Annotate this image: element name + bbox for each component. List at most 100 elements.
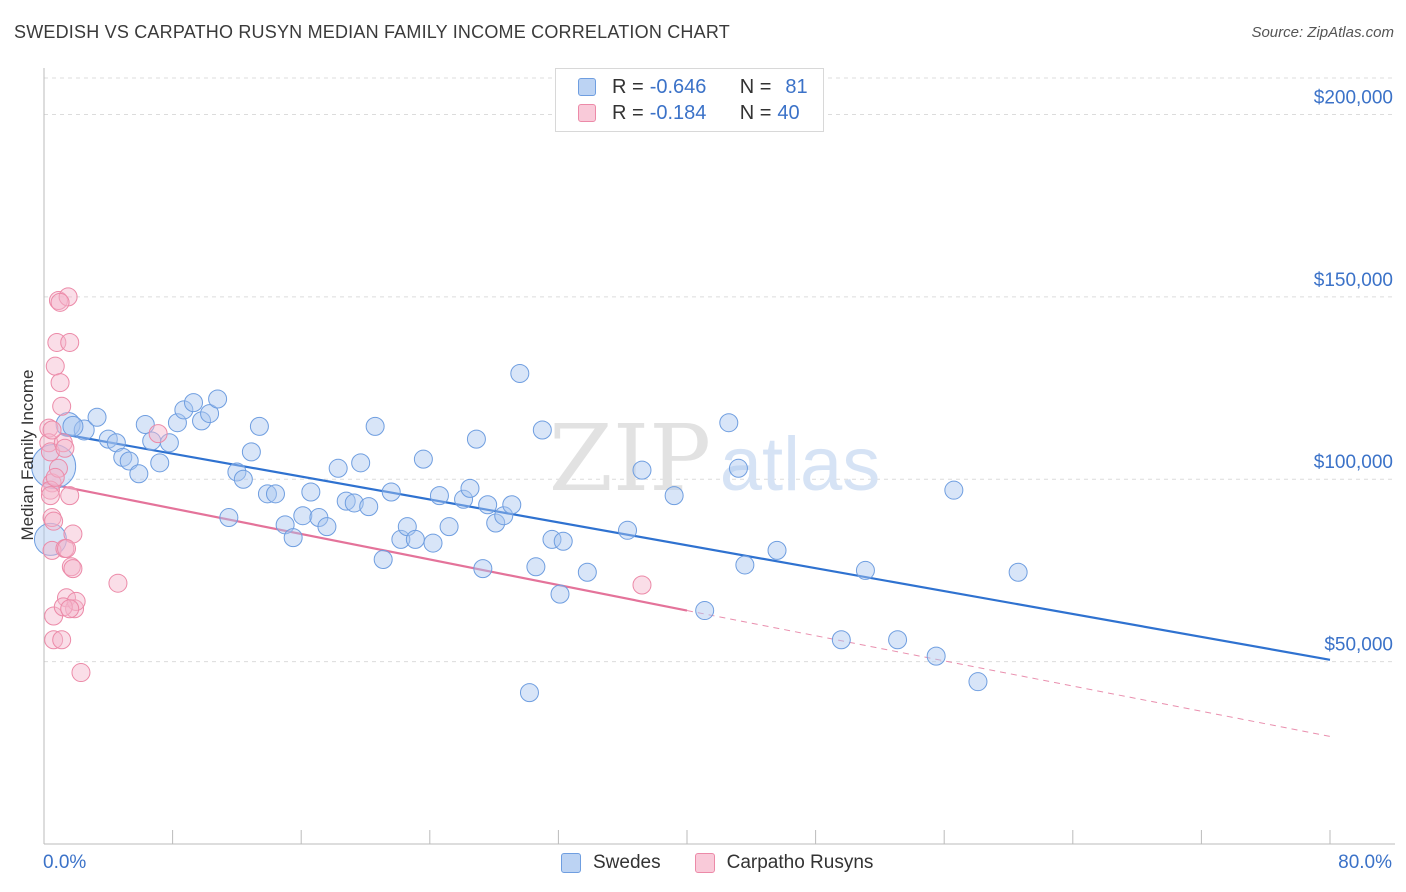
data-points [31,287,1028,703]
carpatho-point [44,511,64,531]
swedes-point [113,447,133,467]
carpatho-point [40,480,60,500]
swedes-point [466,429,486,449]
source-label: Source: ZipAtlas.com [1251,24,1394,41]
correlation-legend: R = -0.646 N = 81 R = -0.184 N = 40 [555,68,824,132]
carpatho-point [44,630,64,650]
swedes-point [494,506,514,526]
swedes-point [317,517,337,537]
series-label-swedes: Swedes [593,852,661,873]
carpatho-point [50,292,70,312]
swedes-point [767,540,787,560]
carpatho-point [50,373,70,393]
swedes-point [241,442,261,462]
grid-lines [44,77,1395,663]
swedes-point [888,630,908,650]
swedes-point [183,393,203,413]
carpatho-trend-line [43,481,688,612]
swedes-point [249,416,269,436]
carpatho-point [71,663,91,683]
swedes-point [926,646,946,666]
swedes-point [167,413,187,433]
watermark-zip: ZIP [549,405,711,512]
y-tick-label: $50,000 [1324,635,1393,656]
carpatho-point [57,539,77,559]
legend-n-value: 81 [785,75,808,98]
swedes-point [391,529,411,549]
swedes-point [413,449,433,469]
swedes-point [429,486,449,506]
swedes-point [174,400,194,420]
x-tick-label-min: 0.0% [43,852,87,873]
carpatho-point [52,630,72,650]
swedes-point [478,495,498,515]
series-swatch-blue [561,853,581,873]
carpatho-point [632,575,652,595]
swedes-point [233,469,253,489]
swedes-point [486,513,506,533]
swedes-point [87,407,107,427]
y-tick-labels: $50,000 $100,000 $150,000 $200,000 [1314,87,1393,655]
swedes-point [227,462,247,482]
swedes-point [728,458,748,478]
swedes-point [510,363,530,383]
legend-swatch-pink [578,104,596,122]
carpatho-point [45,467,65,487]
swedes-point [473,559,493,579]
axes [43,68,1395,845]
swedes-point [129,464,149,484]
swedes-point [257,484,277,504]
swedes-point [618,520,638,540]
swedes-point [351,453,371,473]
carpatho-point [55,438,75,458]
swedes-point [283,528,303,548]
series-legend-swedes[interactable]: Swedes [561,852,661,874]
swedes-point [200,404,220,424]
swedes-point [135,415,155,435]
swedes-point [968,672,988,692]
swedes-point [526,557,546,577]
swedes-point [502,495,522,515]
swedes-point [219,508,239,528]
swedes-point [944,480,964,500]
swedes-point [460,478,480,498]
swedes-trend-line [59,432,1331,661]
legend-n-label: N = [739,101,772,124]
carpatho-point [60,486,80,506]
swedes-point [265,484,285,504]
swedes-point [73,419,95,441]
legend-r-label: R = [612,75,644,98]
swedes-point [695,601,715,621]
legend-row-swedes: R = -0.646 N = 81 [578,75,808,99]
swedes-point [208,389,228,409]
carpatho-trend-extension [686,610,1331,737]
carpatho-point [52,396,72,416]
legend-row-carpatho: R = -0.184 N = 40 [578,101,800,125]
series-legend-carpatho[interactable]: Carpatho Rusyns [694,852,874,874]
swedes-point [328,458,348,478]
carpatho-point [66,591,86,611]
legend-r-value: -0.184 [649,101,707,124]
swedes-point [381,482,401,502]
swedes-point [553,531,573,551]
legend-n-label: N = [739,75,772,98]
swedes-point [439,517,459,537]
trend-lines [43,432,1331,737]
swedes-point [150,453,170,473]
swedes-point [62,415,84,437]
swedes-point [831,630,851,650]
swedes-point [454,489,474,509]
swedes-point [1008,562,1028,582]
swedes-point [373,549,393,569]
swedes-point [719,413,739,433]
swedes-point [336,491,356,511]
carpatho-point [60,599,80,619]
swedes-point [293,506,313,526]
series-label-carpatho: Carpatho Rusyns [726,852,874,873]
watermark: ZIP atlas [549,405,880,512]
swedes-point [735,555,755,575]
swedes-point [365,416,385,436]
y-tick-label: $100,000 [1314,452,1393,473]
x-tick-label-max: 80.0% [1338,852,1392,873]
